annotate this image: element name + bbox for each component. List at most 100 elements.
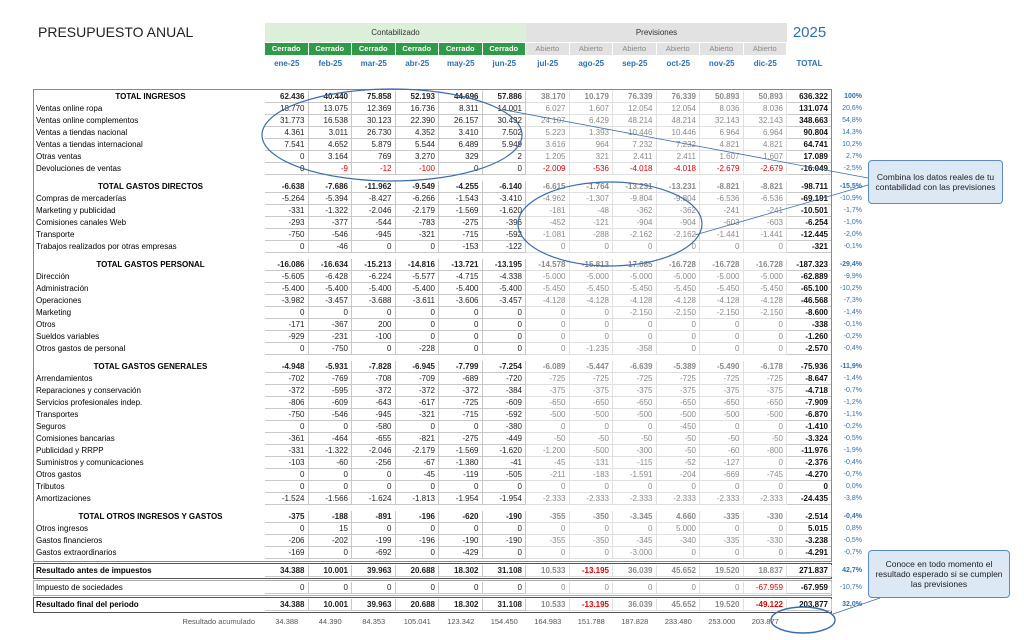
value-cell: -725 (569, 373, 613, 385)
value-cell: -350 (569, 511, 613, 523)
value-cell: -60 (700, 445, 744, 457)
value-cell: -2.333 (700, 493, 744, 505)
value-cell: 0 (482, 547, 526, 559)
row-label: Administración (36, 284, 89, 293)
value-cell: -5.000 (656, 271, 700, 283)
row-label: Publicidad y RRPP (36, 446, 104, 455)
value-cell: -750 (265, 409, 309, 421)
status-label: Cerrado (439, 43, 483, 55)
value-cell: -5.605 (265, 271, 309, 283)
value-cell: 0 (352, 481, 396, 493)
value-cell: -2.150 (743, 307, 787, 319)
value-cell: 0 (656, 547, 700, 559)
value-cell: 31.108 (482, 565, 526, 577)
value-cell: 10.001 (308, 599, 352, 611)
value-cell: -650 (613, 397, 657, 409)
value-cell: -725 (656, 373, 700, 385)
value-cell: 0 (569, 582, 613, 594)
value-cell: 0 (265, 241, 309, 253)
share-cell: 0,0% (846, 483, 862, 490)
row-label: Amortizaciones (36, 494, 91, 503)
value-cell: -891 (352, 511, 396, 523)
row-label: Ventas a tiendas nacional (36, 128, 128, 137)
value-cell: -4.128 (743, 295, 787, 307)
value-cell: 0 (613, 481, 657, 493)
value-cell: 0 (700, 319, 744, 331)
value-cell: -3.611 (395, 295, 439, 307)
value-cell: -5.000 (613, 271, 657, 283)
value-cell: -375 (613, 385, 657, 397)
value-cell: 0 (482, 582, 526, 594)
value-cell: -275 (439, 433, 483, 445)
share-cell: -0,5% (843, 435, 862, 442)
value-cell: -2.179 (395, 205, 439, 217)
value-cell: 0 (439, 319, 483, 331)
value-cell: 0 (700, 523, 744, 535)
value-cell: -5.389 (656, 361, 700, 373)
value-cell: -709 (395, 373, 439, 385)
value-cell: 0 (482, 523, 526, 535)
value-cell: -595 (308, 385, 352, 397)
value-cell: -211 (526, 469, 570, 481)
value-cell: -372 (395, 385, 439, 397)
value-cell: -806 (265, 397, 309, 409)
value-cell: -6.945 (395, 361, 439, 373)
value-cell: -6.266 (395, 193, 439, 205)
value-cell: 0 (656, 582, 700, 594)
value-cell: -1.569 (439, 445, 483, 457)
value-cell: -5.000 (743, 271, 787, 283)
value-cell: -745 (743, 469, 787, 481)
share-cell: -0,2% (843, 333, 862, 340)
share-cell: -3,8% (843, 495, 862, 502)
row-label: Impuesto de sociedades (36, 583, 123, 592)
value-cell: -4.255 (439, 181, 483, 193)
value-cell: 0 (265, 582, 309, 594)
value-cell: -16.728 (700, 259, 744, 271)
value-cell: -67 (395, 457, 439, 469)
section-label: TOTAL GASTOS DIRECTOS (97, 182, 204, 191)
row-label: Dirección (36, 272, 70, 281)
value-cell: -7.828 (352, 361, 396, 373)
value-cell: -450 (656, 421, 700, 433)
value-cell: -171 (265, 319, 309, 331)
share-cell: -15,5% (839, 183, 862, 190)
value-cell: 39.963 (352, 565, 396, 577)
value-cell: 0 (265, 523, 309, 535)
value-cell: 0 (700, 421, 744, 433)
value-cell: -3.606 (439, 295, 483, 307)
value-cell: -1.380 (439, 457, 483, 469)
value-cell: -725 (743, 373, 787, 385)
value-cell: -16.728 (743, 259, 787, 271)
status-label: Cerrado (308, 43, 352, 55)
value-cell: -115 (613, 457, 657, 469)
value-cell: 10.533 (526, 565, 570, 577)
month-label: nov-25 (708, 59, 735, 68)
share-cell: -0,4% (843, 513, 862, 520)
row-label: Devoluciones de ventas (36, 164, 121, 173)
group-forecast: Previsiones (526, 23, 787, 42)
share-cell: 2,7% (846, 153, 862, 160)
value-cell: -375 (526, 385, 570, 397)
value-cell: 36.039 (613, 599, 657, 611)
value-cell: -350 (569, 535, 613, 547)
value-cell: -2.333 (526, 493, 570, 505)
value-cell: 0 (526, 307, 570, 319)
status-label: Abierto (569, 43, 613, 55)
share-cell: -0,1% (843, 321, 862, 328)
value-cell: -2.046 (352, 205, 396, 217)
value-cell: -52 (656, 457, 700, 469)
value-cell: -6.428 (308, 271, 352, 283)
share-cell: 54,8% (842, 117, 862, 124)
row-label: Otros ingresos (36, 524, 89, 533)
value-cell: 5.000 (656, 523, 700, 535)
row-label: Servicios profesionales indep. (36, 398, 143, 407)
year: 2025 (792, 24, 827, 41)
value-cell: 0 (526, 319, 570, 331)
value-cell: -50 (613, 433, 657, 445)
value-cell: 0 (352, 307, 396, 319)
value-cell: -300 (613, 445, 657, 457)
value-cell: -375 (700, 385, 744, 397)
row-label: Ventas a tiendas internacional (36, 140, 143, 149)
value-cell: -715 (439, 229, 483, 241)
value-cell: -546 (308, 409, 352, 421)
